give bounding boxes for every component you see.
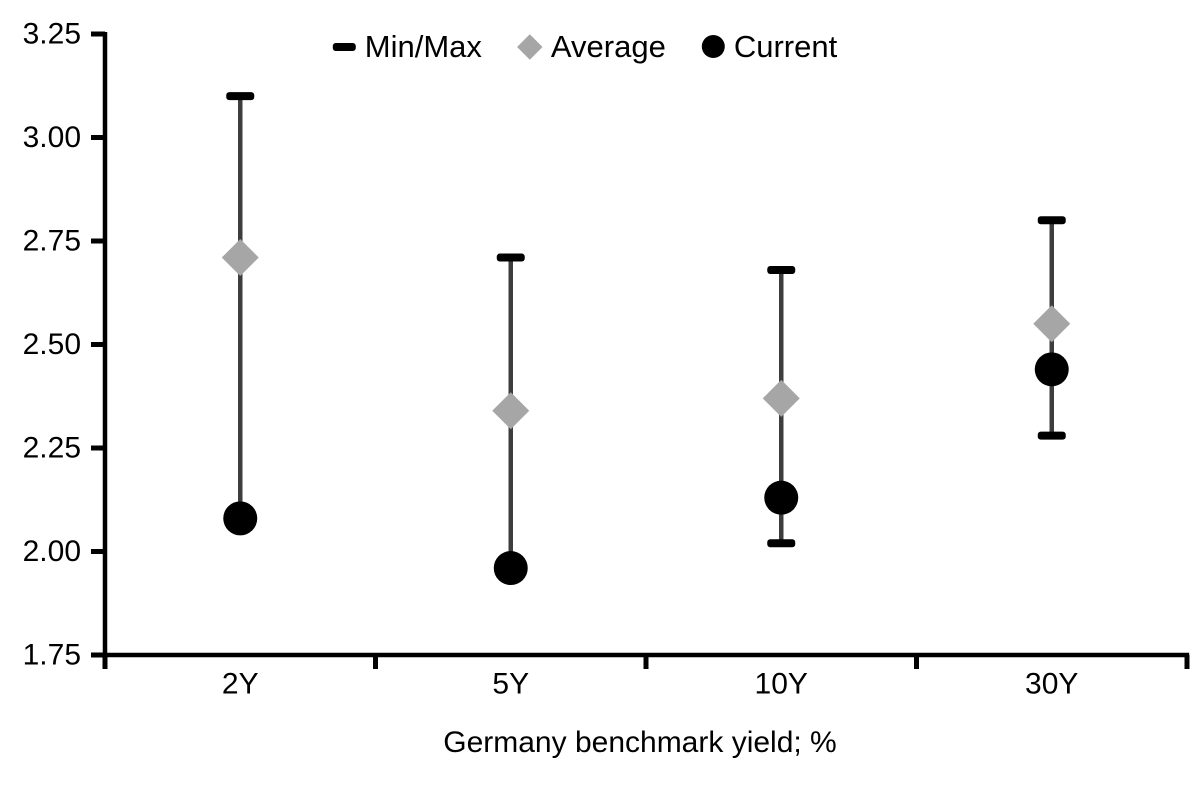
chart-legend: Min/Max Average Current [332, 29, 838, 64]
x-tick-label: 2Y [222, 668, 259, 701]
max-cap-marker [1037, 216, 1066, 225]
legend-item-current: Current [701, 29, 838, 64]
average-diamond-marker [221, 239, 259, 277]
max-cap-marker [767, 265, 796, 274]
y-tick-label: 3.00 [23, 121, 81, 154]
current-circle-marker [1034, 352, 1069, 387]
y-tick-label: 2.75 [23, 225, 81, 258]
y-tick-label: 2.25 [23, 432, 81, 465]
legend-label-minmax: Min/Max [364, 29, 482, 64]
current-circle-marker [493, 551, 528, 586]
y-tick-label: 2.00 [23, 535, 81, 568]
x-tick-label: 5Y [492, 668, 529, 701]
average-diamond-marker [1033, 305, 1071, 343]
x-tick-label: 30Y [1025, 668, 1078, 701]
x-tick-label: 10Y [755, 668, 808, 701]
y-tick-label: 1.75 [23, 639, 81, 672]
max-cap-marker [496, 253, 525, 262]
y-tick-label: 2.50 [23, 328, 81, 361]
current-circle-icon [701, 35, 725, 58]
legend-item-average: Average [517, 29, 666, 64]
current-circle-marker [223, 501, 258, 536]
current-circle-marker [764, 480, 799, 515]
average-diamond-marker [492, 392, 530, 430]
average-diamond-icon [517, 33, 543, 60]
min-cap-marker [1037, 431, 1066, 440]
minmax-dash-icon [332, 42, 356, 51]
max-cap-marker [226, 92, 255, 101]
legend-item-minmax: Min/Max [332, 29, 482, 64]
average-diamond-marker [762, 379, 800, 417]
y-tick-label: 3.25 [23, 18, 81, 51]
legend-label-current: Current [733, 29, 838, 64]
x-axis-title: Germany benchmark yield; % [443, 726, 837, 759]
legend-label-average: Average [550, 29, 666, 64]
min-cap-marker [767, 539, 796, 548]
